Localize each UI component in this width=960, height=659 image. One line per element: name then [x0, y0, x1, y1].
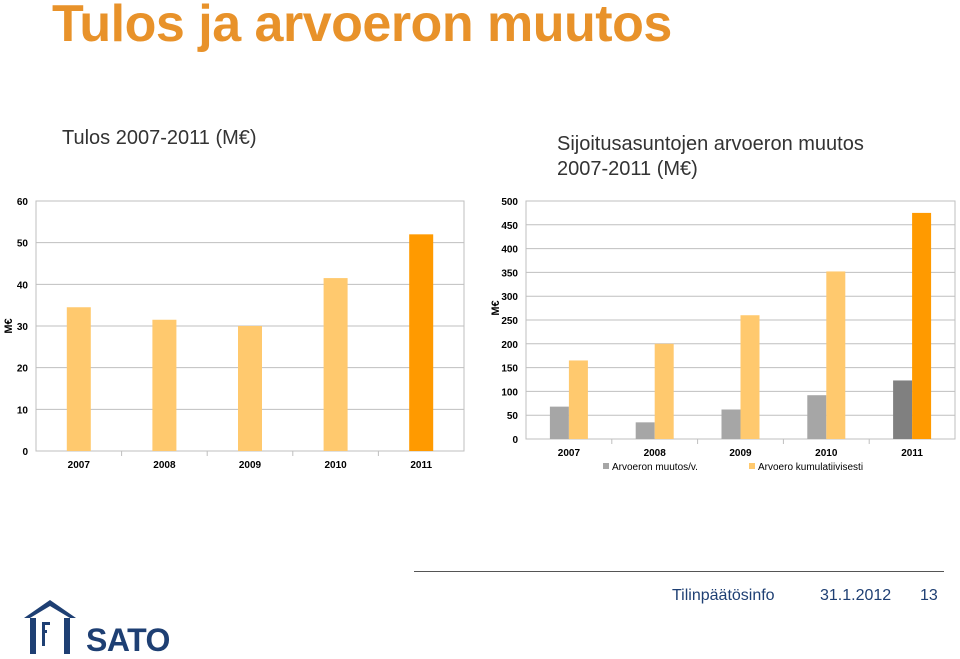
- left-x-tick-label: 2011: [410, 460, 432, 471]
- left-y-tick-label: 50: [17, 239, 29, 250]
- right-bar-yearly: [893, 380, 913, 439]
- logo-text: SATO: [86, 622, 170, 658]
- left-y-tick-label: 0: [22, 447, 28, 458]
- footer-date: 31.1.2012: [820, 587, 892, 604]
- right-y-tick-label: 300: [501, 292, 518, 303]
- right-bar-cumulative: [912, 212, 932, 439]
- left-x-tick-label: 2010: [324, 460, 347, 471]
- left-chart-title: Tulos 2007-2011 (M€): [62, 127, 257, 149]
- right-bar-cumulative: [654, 343, 674, 439]
- left-bar-chart: 0 10 20 30 40 50 60 2007 2008 2009 2010 2011 M€: [3, 197, 465, 471]
- left-bar: [152, 319, 177, 451]
- left-bar: [66, 307, 91, 451]
- right-bar-yearly: [721, 409, 741, 439]
- right-bar-yearly: [807, 395, 827, 439]
- right-bar-yearly: [549, 406, 569, 439]
- right-chart-title: Sijoitusasuntojen arvoeron muutos 2007-2…: [557, 133, 864, 180]
- left-x-tick-label: 2008: [153, 460, 176, 471]
- right-bar-cumulative: [740, 315, 760, 439]
- right-y-axis-label: M€: [490, 300, 502, 315]
- left-bar: [409, 234, 434, 451]
- right-x-tick-label: 2007: [558, 448, 581, 459]
- legend-label: Arvoero kumulatiivisesti: [758, 462, 863, 473]
- right-bar-cumulative: [568, 360, 588, 439]
- left-y-tick-label: 60: [17, 197, 29, 208]
- footer-divider: [414, 571, 944, 572]
- sato-house-logo-icon: [24, 600, 76, 654]
- left-y-tick-label: 30: [17, 322, 29, 333]
- left-x-tick-label: 2007: [68, 460, 91, 471]
- left-y-axis-label: M€: [3, 318, 15, 333]
- left-y-tick-label: 20: [17, 364, 29, 375]
- left-bar: [323, 278, 348, 451]
- right-x-tick-label: 2008: [644, 448, 667, 459]
- left-y-tick-label: 40: [17, 280, 29, 291]
- left-bar: [238, 326, 262, 451]
- right-y-tick-label: 250: [501, 316, 518, 327]
- right-y-tick-label: 400: [501, 245, 518, 256]
- right-bar-yearly: [635, 422, 655, 439]
- right-y-tick-label: 200: [501, 340, 518, 351]
- legend-swatch: [603, 463, 609, 469]
- page-number: 13: [920, 587, 938, 604]
- legend-label: Arvoeron muutos/v.: [612, 462, 698, 473]
- right-bar-cumulative: [826, 271, 846, 439]
- right-y-tick-label: 150: [501, 364, 518, 375]
- right-y-tick-label: 500: [501, 197, 518, 208]
- right-y-tick-label: 0: [512, 435, 518, 446]
- right-y-tick-label: 450: [501, 221, 518, 232]
- right-x-tick-label: 2011: [901, 448, 923, 459]
- right-x-tick-label: 2009: [729, 448, 752, 459]
- right-bar-chart: 0 50 100 150 200 250 300 350 400 450 500 2007 2008 20…: [490, 197, 956, 473]
- right-y-tick-label: 50: [507, 411, 519, 422]
- legend-swatch: [749, 463, 755, 469]
- footer-label: Tilinpäätösinfo: [672, 587, 775, 604]
- right-y-tick-label: 350: [501, 268, 518, 279]
- right-x-tick-label: 2010: [815, 448, 838, 459]
- right-y-tick-label: 100: [501, 387, 518, 398]
- left-x-tick-label: 2009: [239, 460, 262, 471]
- slide-title: Tulos ja arvoeron muutos: [52, 0, 672, 53]
- left-y-tick-label: 10: [17, 405, 29, 416]
